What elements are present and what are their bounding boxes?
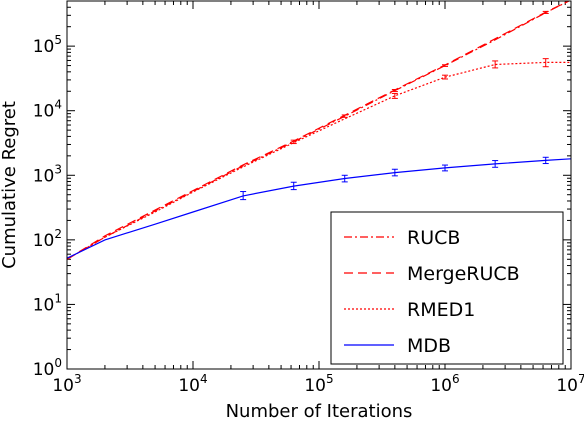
y-tick-base: 10 <box>33 231 55 251</box>
y-tick-label: 101 <box>33 291 62 315</box>
series-group <box>67 1 571 260</box>
series-line-rmed1 <box>67 61 571 260</box>
plot-frame <box>66 0 572 370</box>
x-tick-exp: 5 <box>326 372 334 386</box>
y-tick-base: 10 <box>33 37 55 57</box>
y-tick-exp: 2 <box>54 227 62 241</box>
y-tick-base: 10 <box>33 295 55 315</box>
x-tick-base: 10 <box>178 376 200 396</box>
x-tick-label: 105 <box>304 372 333 396</box>
y-tick-exp: 3 <box>54 162 62 176</box>
series-line-rucb <box>67 1 571 260</box>
legend-label-rucb: RUCB <box>407 227 460 249</box>
y-tick-base: 10 <box>33 166 55 186</box>
x-tick-label: 103 <box>52 372 81 396</box>
legend-label-mergerucb: MergeRUCB <box>407 263 520 285</box>
x-tick-exp: 6 <box>452 372 460 386</box>
y-tick-exp: 1 <box>54 291 62 305</box>
x-tick-base: 10 <box>430 376 452 396</box>
series-line-mdb <box>67 158 571 259</box>
x-tick-base: 10 <box>556 376 578 396</box>
y-tick-exp: 4 <box>54 98 62 112</box>
x-tick-exp: 7 <box>578 372 584 386</box>
legend: RUCB MergeRUCB RMED1 MDB <box>330 211 564 365</box>
x-tick-base: 10 <box>52 376 74 396</box>
y-tick-base: 10 <box>33 102 55 122</box>
y-tick-base: 10 <box>33 360 55 380</box>
legend-label-mdb: MDB <box>407 335 451 357</box>
legend-label-rmed1: RMED1 <box>407 299 475 321</box>
x-tick-exp: 4 <box>200 372 208 386</box>
y-axis-label: Cumulative Regret <box>0 101 20 269</box>
x-tick-base: 10 <box>304 376 326 396</box>
x-tick-exp: 3 <box>74 372 82 386</box>
y-tick-label: 103 <box>33 162 62 186</box>
x-tick-label: 106 <box>430 372 459 396</box>
y-tick-label: 105 <box>33 33 62 57</box>
y-tick-label: 104 <box>33 98 62 122</box>
legend-box <box>330 211 564 365</box>
x-tick-label: 107 <box>556 372 584 396</box>
y-tick-label: 100 <box>33 356 62 380</box>
series-layer <box>67 1 571 260</box>
y-tick-exp: 0 <box>54 356 62 370</box>
y-tick-exp: 5 <box>54 33 62 47</box>
x-tick-label: 104 <box>178 372 207 396</box>
x-axis-label: Number of Iterations <box>226 401 413 422</box>
y-tick-label: 102 <box>33 227 62 251</box>
series-line-mergerucb <box>67 1 571 260</box>
